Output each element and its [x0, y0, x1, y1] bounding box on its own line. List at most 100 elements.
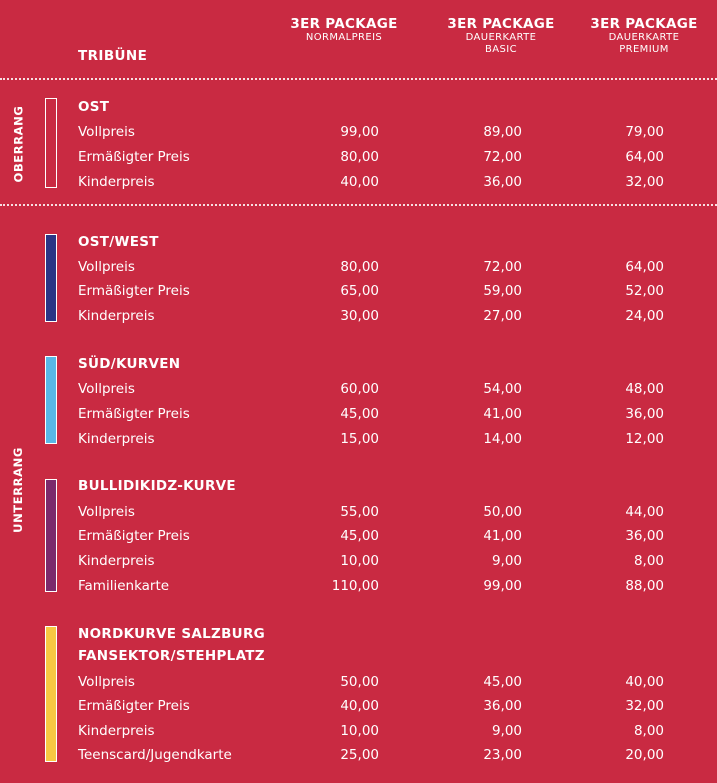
- column-header-title: 3ER PACKAGE: [290, 16, 398, 32]
- column-header-normalpreis: 3ER PACKAGE NORMALPREIS: [279, 16, 409, 44]
- column-header-subtitle: DAUERKARTE: [608, 32, 680, 43]
- row-label: Vollpreis: [78, 124, 135, 140]
- price-dauerkarte-basic: 72,00: [483, 149, 522, 165]
- price-dauerkarte-premium: 79,00: [625, 124, 664, 140]
- price-dauerkarte-basic: 50,00: [483, 504, 522, 520]
- price-dauerkarte-basic: 41,00: [483, 528, 522, 544]
- table-row: Vollpreis 50,00 45,00 40,00: [0, 670, 717, 694]
- row-label: Ermäßigter Preis: [78, 283, 190, 299]
- color-bar-ost-west: [45, 234, 57, 322]
- table-row: Kinderpreis 10,00 9,00 8,00: [0, 719, 717, 743]
- price-normalpreis: 60,00: [340, 381, 379, 397]
- section-title-ost-west: OST/WEST: [78, 234, 159, 250]
- column-header-subtitle-2: BASIC: [485, 44, 517, 55]
- table-row: Familienkarte 110,00 99,00 88,00: [0, 574, 717, 598]
- column-header-dauerkarte-basic: 3ER PACKAGE DAUERKARTE BASIC: [436, 16, 566, 56]
- price-normalpreis: 45,00: [340, 406, 379, 422]
- price-normalpreis: 50,00: [340, 674, 379, 690]
- rang-divider: [0, 204, 717, 206]
- price-dauerkarte-premium: 8,00: [633, 723, 664, 739]
- price-dauerkarte-premium: 36,00: [625, 406, 664, 422]
- table-row: Vollpreis 60,00 54,00 48,00: [0, 377, 717, 401]
- price-dauerkarte-premium: 40,00: [625, 674, 664, 690]
- row-label: Kinderpreis: [78, 174, 155, 190]
- row-label: Kinderpreis: [78, 431, 155, 447]
- price-dauerkarte-basic: 23,00: [483, 747, 522, 763]
- column-header-subtitle: NORMALPREIS: [305, 32, 383, 43]
- row-label: Vollpreis: [78, 259, 135, 275]
- color-bar-sued-kurven: [45, 356, 57, 444]
- section-subtitle-nordkurve: FANSEKTOR/STEHPLATZ: [78, 648, 265, 664]
- column-header-title: 3ER PACKAGE: [590, 16, 698, 32]
- price-normalpreis: 110,00: [331, 578, 379, 594]
- row-label: Ermäßigter Preis: [78, 698, 190, 714]
- row-label: Kinderpreis: [78, 723, 155, 739]
- price-dauerkarte-basic: 9,00: [491, 723, 522, 739]
- color-bar-bullidikidz: [45, 479, 57, 592]
- price-normalpreis: 55,00: [340, 504, 379, 520]
- price-dauerkarte-basic: 27,00: [483, 308, 522, 324]
- table-row: Kinderpreis 10,00 9,00 8,00: [0, 549, 717, 573]
- row-label: Kinderpreis: [78, 308, 155, 324]
- price-dauerkarte-basic: 45,00: [483, 674, 522, 690]
- price-normalpreis: 15,00: [340, 431, 379, 447]
- table-row: Ermäßigter Preis 45,00 41,00 36,00: [0, 524, 717, 548]
- column-header-subtitle-2: PREMIUM: [619, 44, 669, 55]
- price-normalpreis: 80,00: [340, 149, 379, 165]
- price-normalpreis: 40,00: [340, 174, 379, 190]
- color-bar-nordkurve: [45, 626, 57, 762]
- row-label: Vollpreis: [78, 674, 135, 690]
- price-dauerkarte-premium: 44,00: [625, 504, 664, 520]
- price-dauerkarte-basic: 9,00: [491, 553, 522, 569]
- price-dauerkarte-premium: 52,00: [625, 283, 664, 299]
- price-normalpreis: 10,00: [340, 723, 379, 739]
- price-dauerkarte-basic: 36,00: [483, 174, 522, 190]
- price-dauerkarte-premium: 88,00: [625, 578, 664, 594]
- table-row: Vollpreis 99,00 89,00 79,00: [0, 120, 717, 144]
- row-label: Ermäßigter Preis: [78, 528, 190, 544]
- table-row: Ermäßigter Preis 45,00 41,00 36,00: [0, 402, 717, 426]
- table-row: Kinderpreis 30,00 27,00 24,00: [0, 304, 717, 328]
- section-title-bullidikidz: BULLIDIKIDZ-KURVE: [78, 478, 236, 494]
- row-label: Ermäßigter Preis: [78, 406, 190, 422]
- table-row: Kinderpreis 15,00 14,00 12,00: [0, 427, 717, 451]
- price-dauerkarte-premium: 32,00: [625, 174, 664, 190]
- row-label: Familienkarte: [78, 578, 170, 594]
- row-label: Teenscard/Jugendkarte: [78, 747, 232, 763]
- price-dauerkarte-premium: 8,00: [633, 553, 664, 569]
- price-dauerkarte-premium: 12,00: [625, 431, 664, 447]
- price-dauerkarte-premium: 64,00: [625, 259, 664, 275]
- price-dauerkarte-premium: 20,00: [625, 747, 664, 763]
- price-dauerkarte-premium: 24,00: [625, 308, 664, 324]
- table-row: Teenscard/Jugendkarte 25,00 23,00 20,00: [0, 743, 717, 767]
- header-divider: [0, 78, 717, 80]
- row-label: Kinderpreis: [78, 553, 155, 569]
- table-row: Ermäßigter Preis 80,00 72,00 64,00: [0, 145, 717, 169]
- price-dauerkarte-basic: 72,00: [483, 259, 522, 275]
- price-normalpreis: 30,00: [340, 308, 379, 324]
- row-label: Vollpreis: [78, 504, 135, 520]
- tribune-header: TRIBÜNE: [78, 48, 148, 64]
- color-bar-ost: [45, 98, 57, 188]
- price-normalpreis: 25,00: [340, 747, 379, 763]
- price-normalpreis: 99,00: [340, 124, 379, 140]
- column-header-subtitle: DAUERKARTE: [465, 32, 537, 43]
- price-dauerkarte-basic: 89,00: [483, 124, 522, 140]
- price-dauerkarte-basic: 41,00: [483, 406, 522, 422]
- section-title-ost: OST: [78, 99, 110, 115]
- price-normalpreis: 40,00: [340, 698, 379, 714]
- price-dauerkarte-premium: 48,00: [625, 381, 664, 397]
- row-label: Ermäßigter Preis: [78, 149, 190, 165]
- price-dauerkarte-basic: 14,00: [483, 431, 522, 447]
- table-row: Ermäßigter Preis 40,00 36,00 32,00: [0, 694, 717, 718]
- table-row: Vollpreis 80,00 72,00 64,00: [0, 255, 717, 279]
- price-dauerkarte-basic: 99,00: [483, 578, 522, 594]
- price-normalpreis: 65,00: [340, 283, 379, 299]
- column-header-title: 3ER PACKAGE: [447, 16, 555, 32]
- price-dauerkarte-basic: 36,00: [483, 698, 522, 714]
- price-normalpreis: 45,00: [340, 528, 379, 544]
- section-title-nordkurve: NORDKURVE SALZBURG: [78, 626, 266, 642]
- price-normalpreis: 80,00: [340, 259, 379, 275]
- row-label: Vollpreis: [78, 381, 135, 397]
- price-normalpreis: 10,00: [340, 553, 379, 569]
